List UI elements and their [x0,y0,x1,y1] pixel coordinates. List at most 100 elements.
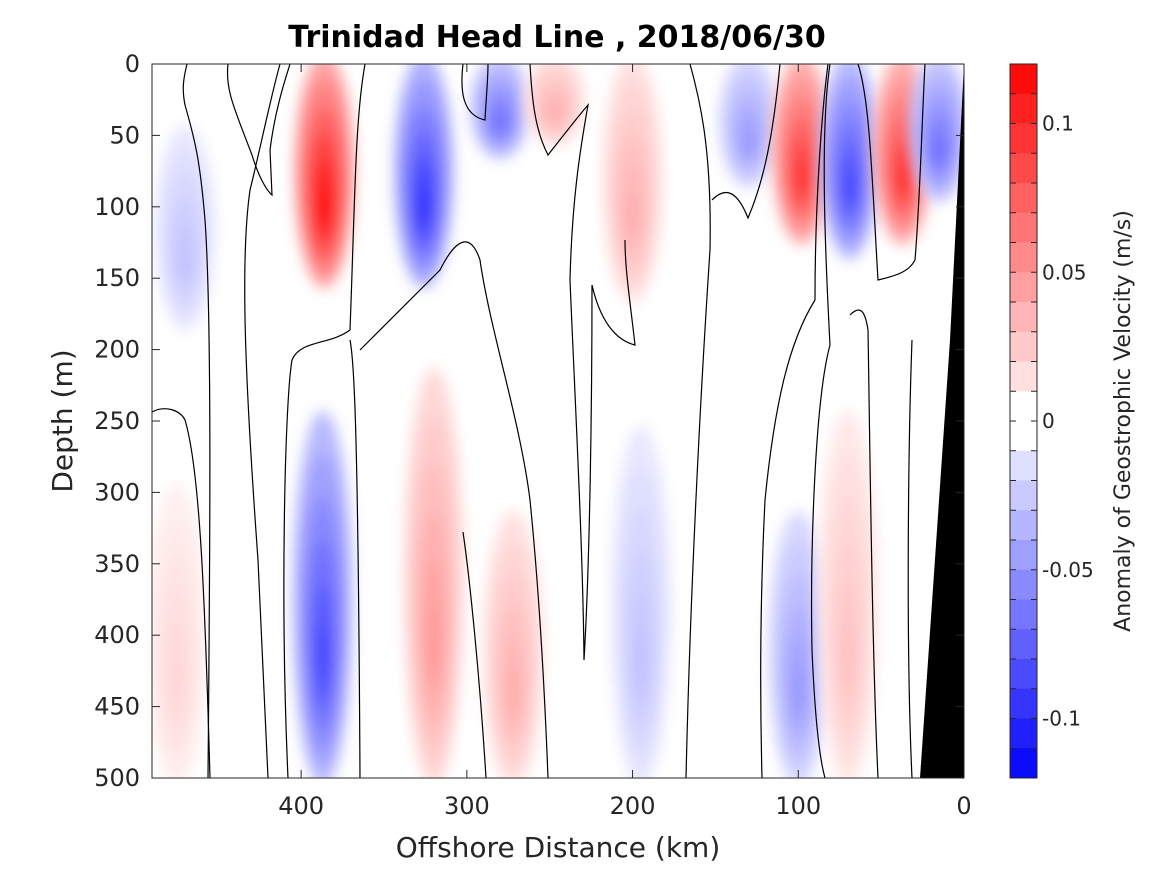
colorbar-segment [1010,93,1037,124]
x-tick-label: 400 [278,792,324,820]
colorbar-segment [1010,629,1037,660]
core-shell [934,138,945,163]
core-shell [319,186,330,226]
velocity-cores [152,64,964,778]
core-shell [428,606,439,677]
colorbar-segment [1010,183,1037,214]
velocity-core [483,511,544,778]
velocity-core [611,425,671,778]
zero-contour-lines [152,64,926,778]
velocity-core [524,64,585,146]
zero-contour [359,241,549,778]
y-axis: 0 50 100 150 200 250 300 350 400 450 500 [94,50,964,792]
colorbar-segment [1010,331,1037,362]
colorbar-segment [1010,421,1037,452]
colorbar-segment [1010,123,1037,154]
core-shell [635,630,646,692]
zero-contour [711,64,781,220]
x-tick-label: 100 [775,792,821,820]
zero-contour [244,64,281,778]
core-shell [897,162,908,195]
core-shell [180,241,191,277]
colorbar-segment [1010,450,1037,481]
y-axis-label: Depth (m) [46,349,79,492]
zero-contour [529,64,636,661]
colorbar-label: Anomaly of Geostrophic Velocity (m/s) [1111,210,1136,632]
chart-title: Trinidad Head Line , 2018/06/30 [288,20,825,55]
colorbar-segment [1010,153,1037,184]
colorbar-tick-label: 0 [1042,409,1055,433]
x-tick-label: 300 [444,792,490,820]
zero-contour [349,339,361,778]
y-tick-label: 450 [94,693,140,721]
zero-contour [760,64,829,778]
core-shell [171,655,182,707]
velocity-core [470,64,530,160]
zero-contour [226,64,291,197]
zero-contour [857,64,926,281]
velocity-core [771,64,832,246]
colorbar-tick-label: -0.1 [1042,707,1081,731]
colorbar-tick-label: 0.05 [1042,260,1087,284]
velocity-core [768,511,829,778]
colorbar-segment [1010,540,1037,571]
colorbar-segment [1010,748,1037,779]
colorbar-segment [1010,480,1037,511]
colorbar-segment [1010,64,1037,95]
colorbar-segment [1010,659,1037,690]
zero-contour [810,64,831,778]
y-tick-label: 50 [109,121,140,149]
velocity-core [152,482,207,778]
colorbar-segment [1010,599,1037,630]
zero-contour [685,64,711,778]
colorbar: 0.1 0.05 0 -0.05 -0.1 [1009,63,1094,779]
colorbar-tick-label: -0.05 [1042,558,1094,582]
x-tick-label: 200 [610,792,656,820]
velocity-core [403,368,464,778]
zero-contour [907,339,913,778]
y-tick-label: 250 [94,407,140,435]
colorbar-segment [1010,242,1037,273]
y-tick-label: 200 [94,336,140,364]
colorbar-segment [1010,688,1037,719]
zero-contour [461,64,489,121]
colorbar-segment [1010,391,1037,422]
velocity-core [602,64,663,303]
core-shell [743,130,754,153]
y-tick-label: 350 [94,550,140,578]
colorbar-tick-label: 0.1 [1042,112,1074,136]
velocity-core [294,64,355,289]
velocity-core [155,125,215,332]
core-shell [508,667,519,715]
colorbar-segment [1010,718,1037,749]
y-tick-label: 0 [125,50,140,78]
core-shell [843,624,853,688]
colorbar-frame [1009,63,1038,779]
colorbar-segment [1010,361,1037,392]
seafloor-mask [920,64,964,778]
core-shell [793,667,804,715]
zero-contour [283,64,366,778]
y-tick-label: 150 [94,264,140,292]
colorbar-segment [1010,302,1037,333]
zero-contour [849,309,879,778]
x-axis-label: Offshore Distance (km) [396,831,721,864]
x-tick-label: 0 [956,792,971,820]
colorbar-segment [1010,510,1037,541]
zero-contour [462,531,487,778]
zero-contour [182,64,211,778]
core-shell [627,194,638,237]
colorbar-segment [1010,212,1037,243]
velocity-core [393,64,454,289]
core-shell [418,186,429,226]
velocity-core [819,64,880,260]
velocity-core [292,411,353,778]
core-shell [495,113,505,132]
y-tick-label: 500 [94,764,140,792]
colorbar-segment [1010,272,1037,303]
core-shell [317,624,328,688]
colorbar-segment [1010,569,1037,600]
x-axis: 400 300 200 100 0 [278,64,972,820]
core-shell [844,170,855,205]
